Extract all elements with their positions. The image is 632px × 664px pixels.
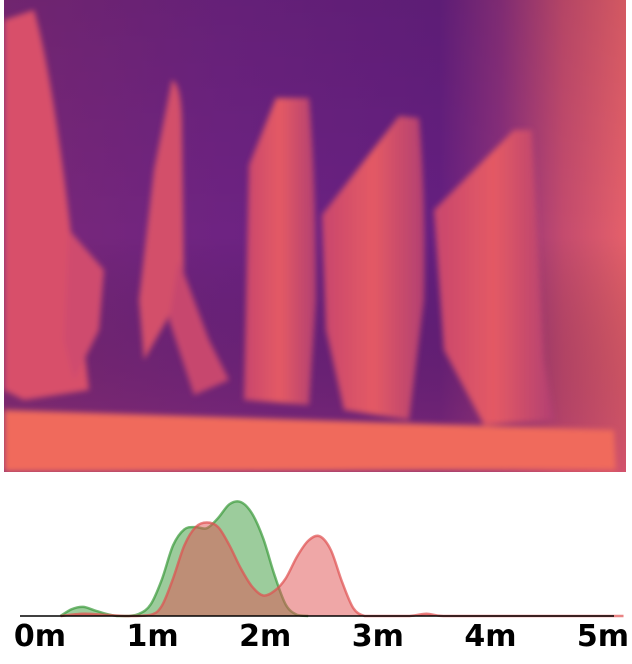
x-axis-ticks: 0m 1m 2m 3m 4m 5m — [14, 619, 629, 654]
density-area-1 — [60, 522, 624, 616]
x-tick-label: 4m — [464, 619, 516, 654]
density-line-0 — [59, 500, 309, 618]
depth-density-chart: 0m 1m 2m 3m 4m 5m — [14, 500, 629, 654]
density-areas — [59, 500, 624, 618]
depth-map-image — [4, 0, 626, 472]
x-tick-label: 1m — [127, 619, 179, 654]
x-tick-label: 3m — [352, 619, 404, 654]
x-tick-label: 2m — [239, 619, 291, 654]
x-tick-label: 0m — [14, 619, 66, 654]
x-tick-label: 5m — [577, 619, 629, 654]
